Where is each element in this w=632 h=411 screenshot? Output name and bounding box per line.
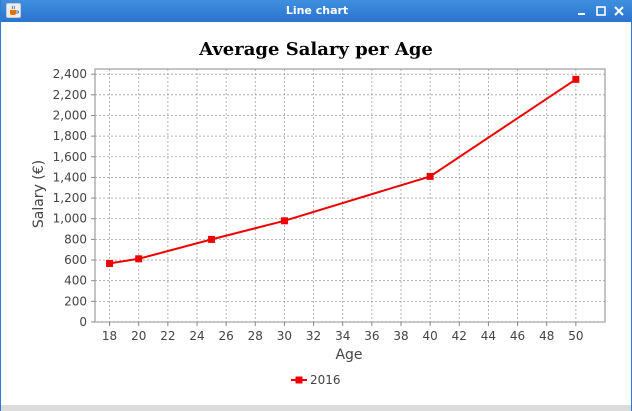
data-point (106, 259, 114, 267)
x-axis-label: Age (335, 347, 362, 363)
minimize-button[interactable] (575, 4, 589, 18)
close-icon (614, 6, 624, 16)
x-tick-label: 50 (568, 329, 583, 343)
x-tick-label: 38 (393, 329, 408, 343)
series-line-2016 (109, 78, 577, 265)
x-tick-label: 22 (160, 329, 175, 343)
plot-area (94, 68, 606, 323)
x-tick-label: 36 (364, 329, 379, 343)
data-point (135, 255, 143, 263)
x-tick-label: 32 (306, 329, 321, 343)
line-chart: Average Salary per Age 0 200 400 600 800 1,00… (31, 39, 606, 387)
y-tick-label: 1,000 (53, 212, 87, 226)
maximize-button[interactable] (594, 4, 608, 18)
x-tick-label: 42 (452, 329, 467, 343)
x-tick-label: 48 (539, 329, 554, 343)
data-point (426, 172, 434, 180)
x-tick-label: 44 (481, 329, 496, 343)
x-tick-label: 24 (189, 329, 204, 343)
chart-panel: Average Salary per Age 0 200 400 600 800 1,00… (1, 22, 631, 405)
y-tick-label: 0 (79, 315, 87, 329)
data-point (280, 217, 288, 225)
y-tick-label: 1,400 (53, 170, 87, 184)
x-tick-label: 46 (510, 329, 525, 343)
data-point (208, 235, 216, 243)
java-cup-icon (6, 3, 21, 18)
x-tick-label: 26 (219, 329, 234, 343)
minimize-icon (578, 13, 585, 15)
y-tick-label: 200 (64, 294, 87, 308)
legend-label: 2016 (310, 373, 341, 387)
x-tick-label: 18 (102, 329, 117, 343)
x-tick-label: 34 (335, 329, 350, 343)
y-tick-label: 600 (64, 253, 87, 267)
title-bar[interactable]: Line chart (1, 0, 632, 22)
x-tick-label: 20 (131, 329, 146, 343)
y-tick-label: 1,600 (53, 150, 87, 164)
window-bottom-border (1, 405, 631, 411)
y-tick-label: 2,200 (53, 88, 87, 102)
window-title: Line chart (285, 4, 349, 17)
x-tick-label: 40 (423, 329, 438, 343)
y-tick-label: 400 (64, 274, 87, 288)
y-axis-label: Salary (€) (31, 160, 47, 228)
y-tick-label: 2,400 (53, 67, 87, 81)
chart-title: Average Salary per Age (198, 39, 433, 60)
data-point (572, 75, 580, 83)
close-button[interactable] (612, 4, 626, 18)
y-tick-label: 800 (64, 232, 87, 246)
y-tick-label: 2,000 (53, 108, 87, 122)
y-tick-label: 1,800 (53, 129, 87, 143)
x-tick-label: 28 (248, 329, 263, 343)
maximize-icon (596, 6, 606, 16)
x-tick-label: 30 (277, 329, 292, 343)
legend: 2016 (291, 373, 341, 387)
y-tick-label: 1,200 (53, 191, 87, 205)
legend-marker (295, 376, 303, 384)
